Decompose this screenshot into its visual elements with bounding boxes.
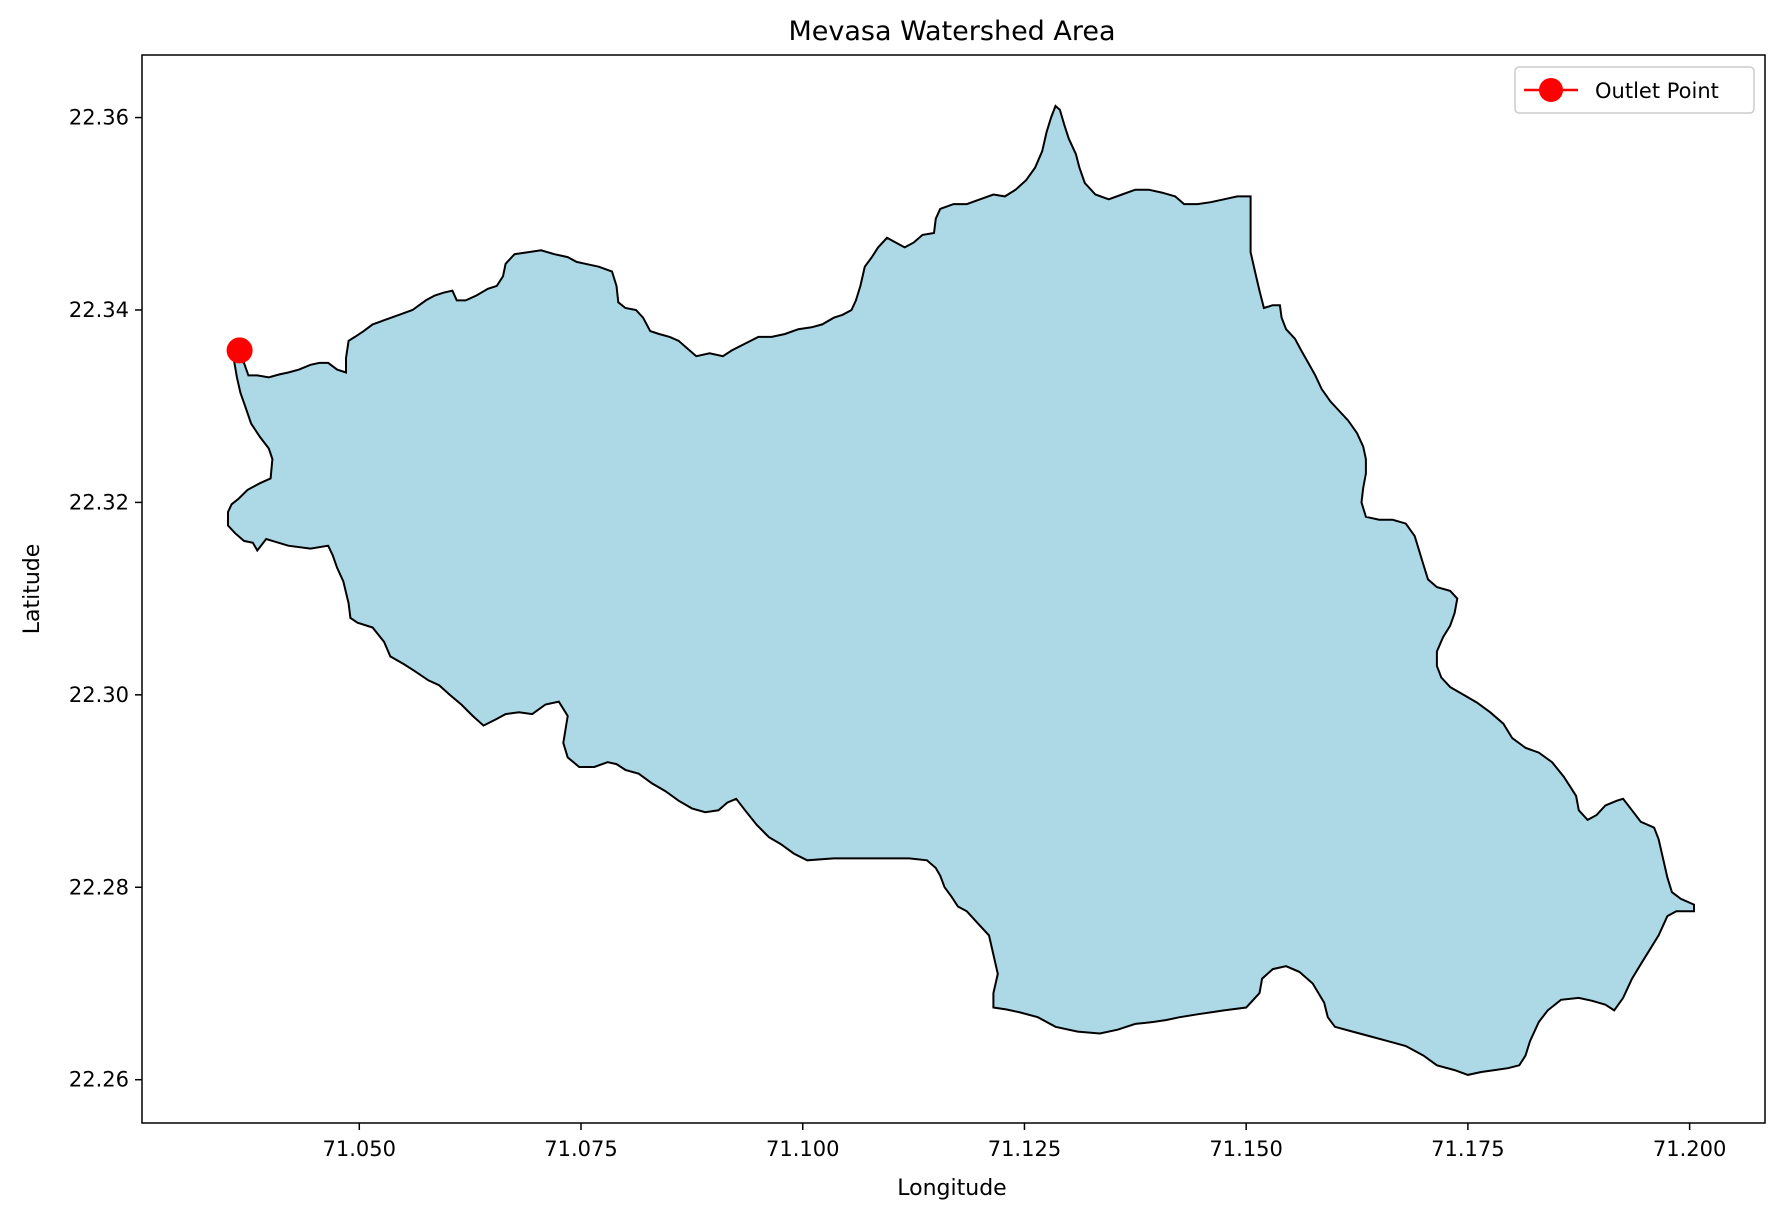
chart-title: Mevasa Watershed Area (788, 16, 1115, 47)
x-axis-ticks: 71.050 71.075 71.100 71.125 71.150 71.175 71.2… (323, 1123, 1726, 1161)
legend-box (1514, 66, 1755, 114)
legend: Outlet Point (1514, 66, 1755, 114)
y-tick-label: 22.36 (69, 106, 129, 130)
outlet-point-marker (226, 337, 253, 364)
x-tick-label: 71.175 (1431, 1137, 1504, 1161)
x-axis-label: Longitude (897, 1176, 1006, 1201)
x-tick-label: 71.100 (766, 1137, 839, 1161)
x-tick-label: 71.125 (988, 1137, 1061, 1161)
watershed-polygon (227, 104, 1695, 1076)
legend-label-outlet-point: Outlet Point (1595, 79, 1719, 103)
x-tick-label: 71.075 (544, 1137, 617, 1161)
y-tick-label: 22.30 (69, 683, 129, 707)
y-axis-ticks: 22.26 22.28 22.30 22.32 22.34 22.36 (69, 106, 142, 1092)
x-tick-label: 71.200 (1653, 1137, 1726, 1161)
y-tick-label: 22.32 (69, 490, 129, 514)
plot-area (141, 54, 1766, 1124)
axes-frame (141, 54, 1766, 1124)
y-tick-label: 22.34 (69, 298, 129, 322)
y-tick-label: 22.28 (69, 875, 129, 899)
y-axis-label: Latitude (20, 544, 45, 635)
legend-outlet-marker (1539, 78, 1563, 102)
x-tick-label: 71.050 (323, 1137, 396, 1161)
x-tick-label: 71.150 (1209, 1137, 1282, 1161)
y-tick-label: 22.26 (69, 1068, 129, 1092)
